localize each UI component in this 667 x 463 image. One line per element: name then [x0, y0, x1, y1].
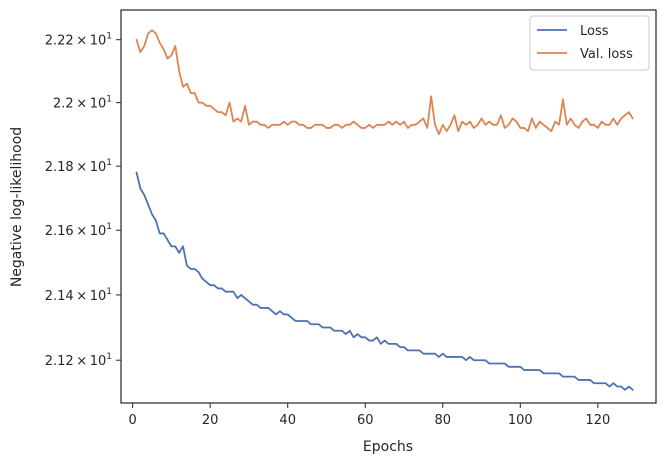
x-tick-label: 120: [585, 413, 610, 428]
series-line-val-loss: [135, 29, 634, 136]
series-line-loss: [135, 171, 634, 391]
x-tick-label: 100: [508, 413, 533, 428]
legend-label-loss: Loss: [580, 24, 609, 39]
x-tick-label: 40: [279, 413, 296, 428]
y-axis-title: Negative log-likelihood: [9, 127, 25, 287]
x-tick-label: 60: [357, 413, 374, 428]
y-tick-label: 2.18 × 101: [45, 158, 112, 175]
y-axis-ticks: 2.12 × 101 2.14 × 101 2.16 × 101 2.18 × 101…: [45, 32, 121, 369]
legend-label-val-loss: Val. loss: [580, 47, 633, 62]
x-tick-label: 80: [435, 413, 452, 428]
legend: Loss Val. loss: [529, 15, 650, 71]
x-axis-ticks: 0 20 40 60 80 100 120: [128, 403, 610, 428]
y-tick-label: 2.14 × 101: [45, 287, 112, 304]
x-tick-label: 20: [202, 413, 219, 428]
series-layer: [135, 29, 634, 391]
plot-frame: [120, 9, 657, 404]
x-tick-label: 0: [128, 413, 136, 428]
plot-background: [121, 10, 656, 403]
y-tick-label: 2.16 × 101: [45, 222, 112, 239]
y-tick-label: 2.12 × 101: [45, 352, 112, 369]
y-tick-label: 2.2 × 101: [53, 95, 112, 112]
y-tick-label: 2.22 × 101: [45, 32, 112, 49]
x-axis-title: Epochs: [363, 439, 413, 455]
